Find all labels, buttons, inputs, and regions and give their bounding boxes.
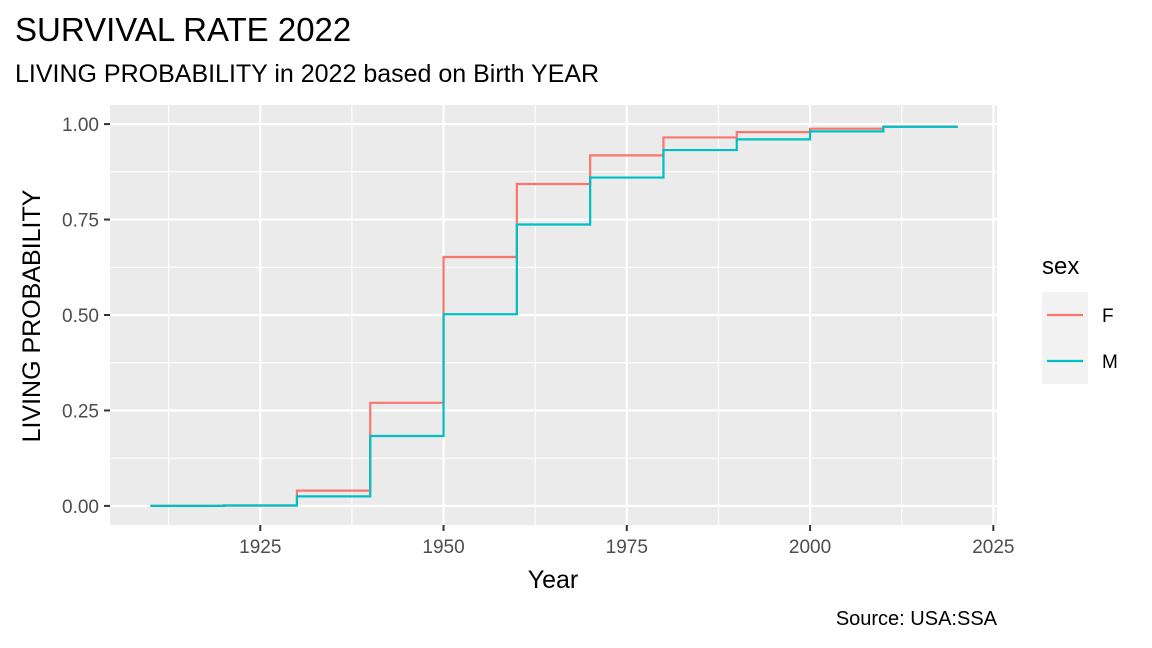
x-axis-label: Year	[528, 566, 579, 594]
x-tick-label: 1975	[606, 537, 648, 558]
x-tick-label: 1950	[422, 537, 464, 558]
y-tick-label: 0.75	[62, 211, 99, 232]
legend-label-f: F	[1102, 306, 1114, 327]
legend-label-m: M	[1102, 352, 1118, 373]
chart-caption: Source: USA:SSA	[835, 608, 997, 630]
chart-subtitle: LIVING PROBABILITY in 2022 based on Birt…	[15, 60, 600, 88]
chart-title: SURVIVAL RATE 2022	[15, 11, 352, 48]
y-axis: 0.00 0.25 0.50 0.75 1.00	[62, 115, 110, 518]
x-tick-label: 1925	[239, 537, 281, 558]
series-line-m	[150, 125, 958, 508]
y-axis-label: LIVING PROBABILITY	[18, 189, 46, 442]
y-tick-label: 0.00	[62, 497, 99, 518]
x-tick-label: 2000	[789, 537, 831, 558]
y-tick-label: 1.00	[62, 115, 99, 136]
x-tick-label: 2025	[972, 537, 1014, 558]
series-lines	[150, 125, 958, 508]
y-tick-label: 0.50	[62, 306, 99, 327]
x-axis: 1925 1950 1975 2000 2025	[239, 525, 1014, 558]
y-tick-label: 0.25	[62, 401, 99, 422]
legend-title: sex	[1042, 253, 1079, 280]
legend: sex F M	[1042, 253, 1118, 384]
